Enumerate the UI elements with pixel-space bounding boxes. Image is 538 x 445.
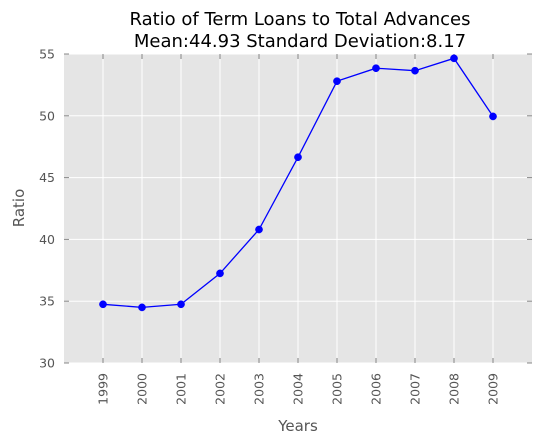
x-tick-label: 2005 [330, 373, 345, 405]
data-point [372, 65, 379, 72]
chart-title-line-2: Mean:44.93 Standard Deviation:8.17 [134, 31, 466, 52]
x-tick-label: 2009 [486, 373, 501, 405]
data-point [99, 301, 106, 308]
chart-title-line-1: Ratio of Term Loans to Total Advances [129, 9, 470, 30]
data-point [138, 304, 145, 311]
y-tick-label: 55 [39, 47, 55, 62]
x-tick-label: 2003 [252, 373, 267, 405]
y-tick-label: 30 [39, 356, 55, 371]
data-point [411, 67, 418, 74]
x-tick-label: 2000 [135, 373, 150, 405]
y-tick-label: 45 [39, 170, 55, 185]
data-point [177, 301, 184, 308]
x-tick-label: 2001 [174, 373, 189, 405]
y-tick-labels: 30 35 40 45 50 55 [39, 47, 55, 371]
data-point [294, 154, 301, 161]
x-tick-label: 2004 [291, 373, 306, 405]
x-tick-label: 2007 [408, 373, 423, 405]
y-tick-label: 40 [39, 232, 55, 247]
data-point [489, 113, 496, 120]
data-point [216, 270, 223, 277]
y-tick-label: 50 [39, 108, 55, 123]
x-tick-label: 1999 [96, 373, 111, 405]
x-tick-label: 2006 [369, 373, 384, 405]
data-point [333, 78, 340, 85]
data-point [255, 226, 262, 233]
y-axis-label: Ratio [10, 189, 28, 228]
x-tick-labels: 1999 2000 2001 2002 2003 2004 2005 2006 2007 2008… [96, 373, 501, 405]
x-tick-label: 2008 [447, 373, 462, 405]
x-tick-label: 2002 [213, 373, 228, 405]
y-tick-label: 35 [39, 294, 55, 309]
data-point [450, 55, 457, 62]
x-axis-label: Years [277, 417, 318, 435]
